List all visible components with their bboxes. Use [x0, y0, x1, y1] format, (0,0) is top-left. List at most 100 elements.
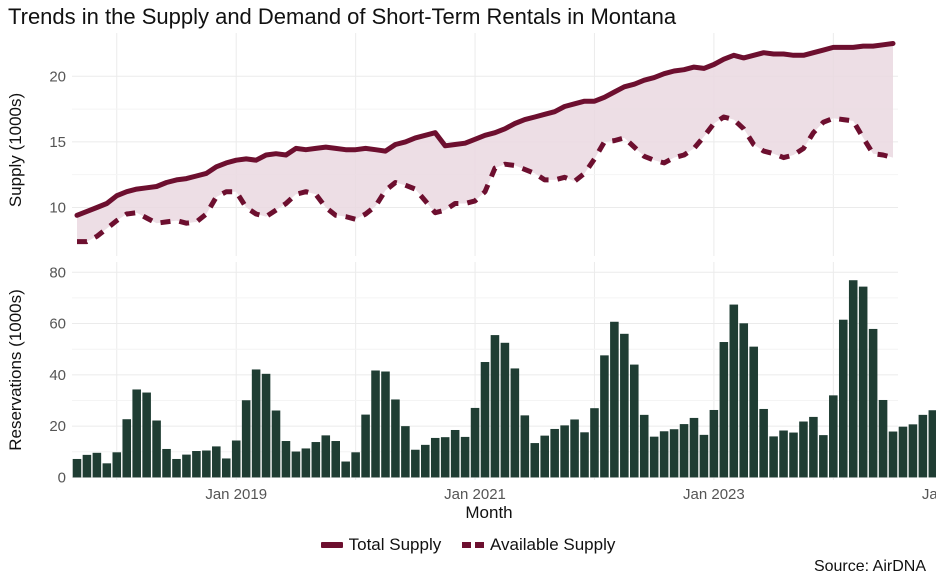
- legend-key-dashed-line: [461, 542, 484, 548]
- reservations-bar: [162, 448, 171, 478]
- reservations-bar: [490, 335, 500, 478]
- x-tick-label: Jan 2025: [922, 486, 936, 503]
- reservations-bar: [610, 321, 619, 478]
- reservations-bar: [421, 444, 430, 478]
- reservations-bar: [679, 424, 689, 478]
- reservations-bar: [221, 458, 231, 478]
- available-supply-line: [77, 114, 894, 245]
- reservations-y-tick-label: 20: [49, 418, 66, 435]
- reservations-bar: [391, 399, 400, 478]
- x-tick-label: Jan 2021: [444, 486, 506, 503]
- reservations-bar: [858, 286, 868, 478]
- reservations-bar: [878, 399, 888, 478]
- reservations-y-tick-label: 40: [49, 367, 66, 384]
- reservations-bar: [888, 431, 898, 478]
- reservations-bar: [520, 415, 530, 478]
- reservations-bar: [341, 461, 350, 478]
- reservations-bar: [570, 419, 579, 478]
- reservations-bar: [152, 420, 161, 478]
- reservations-bar: [560, 425, 569, 478]
- reservations-bar: [331, 441, 340, 478]
- legend-item-available-supply: Available Supply: [461, 535, 615, 555]
- reservations-bar: [769, 436, 778, 478]
- reservations-bar: [401, 426, 410, 478]
- reservations-bar: [848, 280, 858, 478]
- reservations-bar: [829, 395, 838, 478]
- reservations-bar: [630, 364, 639, 478]
- x-tick-label: Jan 2023: [683, 486, 745, 503]
- chart-title: Trends in the Supply and Demand of Short…: [8, 4, 677, 29]
- reservations-bar: [689, 417, 699, 478]
- reservations-bar: [450, 429, 460, 478]
- reservations-bar: [779, 430, 788, 478]
- reservations-bar: [251, 369, 261, 478]
- reservations-bar: [908, 424, 918, 478]
- x-axis-label: Month: [465, 503, 512, 522]
- reservations-bar: [301, 448, 311, 478]
- legend-item-total-supply: Total Supply: [320, 535, 442, 555]
- reservations-bar: [132, 389, 141, 478]
- reservations-bar: [590, 408, 599, 478]
- reservations-bar: [82, 454, 92, 478]
- source-note: Source: AirDNA: [813, 558, 926, 575]
- reservations-bar: [819, 435, 828, 478]
- reservations-bar: [530, 443, 540, 478]
- reservations-bar: [192, 451, 201, 478]
- reservations-bar: [918, 414, 928, 478]
- reservations-bar: [540, 435, 549, 478]
- reservations-bar: [411, 449, 420, 478]
- reservations-bar: [739, 323, 749, 478]
- supply-y-tick-label: 15: [49, 134, 66, 151]
- reservations-bar: [112, 452, 122, 478]
- reservations-y-tick-label: 60: [49, 316, 66, 333]
- reservations-bar: [72, 458, 82, 478]
- supply-y-tick-label: 20: [49, 68, 66, 85]
- reservations-bar: [241, 400, 251, 478]
- supply-panel: 10 15 20: [49, 33, 898, 256]
- reservations-bar: [799, 421, 808, 478]
- reservations-bar: [749, 346, 758, 478]
- reservations-bar: [928, 410, 936, 478]
- reservations-bar: [122, 419, 132, 478]
- reservations-bar: [311, 442, 321, 478]
- reservations-bar: [291, 451, 301, 478]
- supply-y-tick-label: 10: [49, 199, 66, 216]
- reservations-bar: [500, 342, 510, 478]
- reservations-bar: [480, 362, 490, 478]
- supply-y-axis-label: Supply (1000s): [6, 93, 25, 207]
- reservations-bar: [729, 304, 739, 478]
- x-axis: Jan 2019 Jan 2021 Jan 2023 Jan 2025: [205, 486, 936, 503]
- supply-gap-ribbon: [77, 43, 893, 242]
- reservations-bar: [271, 410, 281, 478]
- reservations-bar: [440, 437, 450, 478]
- reservations-bar: [261, 373, 271, 478]
- reservations-y-tick-label: 0: [58, 469, 66, 486]
- reservations-bar: [669, 429, 679, 478]
- reservations-bar: [430, 437, 440, 478]
- reservations-bar: [381, 371, 390, 478]
- reservations-bar: [699, 434, 709, 478]
- reservations-bar: [510, 368, 520, 478]
- reservations-bar: [659, 431, 669, 478]
- reservations-bar: [202, 450, 211, 478]
- reservations-bar: [789, 432, 798, 478]
- reservations-bar: [470, 407, 480, 478]
- legend-label-total-supply: Total Supply: [348, 535, 442, 554]
- reservations-bar: [600, 355, 609, 478]
- reservations-bar: [231, 440, 241, 478]
- total-supply-line: [74, 41, 896, 218]
- reservations-bar: [281, 441, 291, 478]
- reservations-bar: [92, 452, 102, 478]
- legend-key-solid-line: [320, 542, 343, 548]
- reservations-bar: [759, 408, 768, 478]
- reservations-bar: [838, 319, 848, 478]
- reservations-bar: [351, 452, 360, 478]
- reservations-bar: [580, 432, 589, 478]
- reservations-bar: [649, 436, 659, 478]
- x-tick-label: Jan 2019: [205, 486, 267, 503]
- reservations-bar: [102, 463, 112, 478]
- reservations-bar: [639, 414, 649, 478]
- reservations-bar: [719, 342, 729, 478]
- reservations-bar: [142, 392, 151, 478]
